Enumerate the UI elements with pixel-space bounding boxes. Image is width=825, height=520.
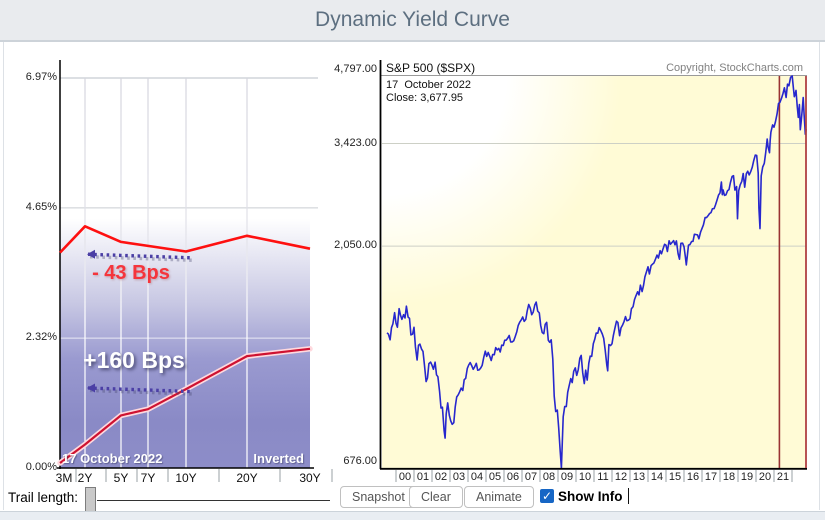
show-info-checkbox[interactable]: ✓: [540, 489, 554, 503]
yield-curve-date-label: 17 October 2022: [62, 451, 163, 466]
spx-x-tick-label: 21: [776, 471, 790, 483]
spx-x-tick-label: 18: [722, 471, 736, 483]
show-info-label[interactable]: Show Info: [558, 489, 623, 504]
spx-x-tick-label: 07: [524, 471, 538, 483]
spx-x-tick-label: 11: [597, 471, 609, 483]
footer-strip: [0, 511, 825, 520]
yield-y-tick-label: 0.00%: [25, 461, 57, 473]
spx-y-tick-label: 2,050.00: [334, 239, 377, 252]
yield-y-tick-label: 6.97%: [25, 71, 57, 83]
spx-x-tick-label: 16: [686, 471, 700, 483]
spx-x-tick-label: 17: [704, 471, 718, 483]
spx-y-tick-label: 676.00: [343, 455, 377, 467]
spx-x-tick-label: 01: [416, 471, 430, 483]
snapshot-button[interactable]: Snapshot: [340, 486, 417, 508]
text-caret: [628, 488, 629, 504]
spx-y-tick-label: 4,797.00: [334, 63, 377, 75]
spx-chart-title: S&P 500 ($SPX): [386, 61, 476, 75]
spx-info-close: Close: 3,677.95: [386, 92, 464, 104]
inverted-status-label: Inverted: [253, 451, 304, 466]
copyright-label: Copyright, StockCharts.com: [666, 62, 803, 74]
spx-x-tick-label: 09: [560, 471, 574, 483]
spx-y-tick-label: 3,423.00: [334, 136, 377, 149]
right-page-border: [819, 42, 820, 510]
yield-x-tick-label: 10Y: [175, 471, 197, 485]
page-title: Dynamic Yield Curve: [315, 8, 510, 31]
spx-x-tick-label: 05: [488, 471, 502, 483]
yield-x-tick-label: 5Y: [113, 471, 129, 485]
spx-x-tick-label: 00: [398, 471, 412, 483]
check-icon: ✓: [541, 489, 553, 503]
left-page-border: [3, 42, 4, 510]
spx-x-tick-label: 10: [578, 471, 592, 483]
spx-x-tick-label: 13: [632, 471, 646, 483]
yield-x-tick-label: 2Y: [77, 471, 93, 485]
yield-x-tick-label: 7Y: [140, 471, 156, 485]
yield-x-tick-label: 3M: [55, 471, 73, 485]
app-header: Dynamic Yield Curve: [0, 0, 825, 42]
spx-x-tick-label: 06: [506, 471, 520, 483]
animate-button[interactable]: Animate: [464, 486, 534, 508]
yield-curve-plot-area: [60, 78, 310, 468]
spx-x-tick-label: 14: [650, 471, 664, 483]
spx-x-tick-label: 03: [452, 471, 466, 483]
yield-y-tick-label: 2.32%: [25, 331, 57, 344]
spx-info-date: 17 October 2022: [386, 79, 472, 91]
spx-x-tick-label: 04: [470, 471, 484, 483]
spx-x-tick-label: 20: [758, 471, 772, 483]
spx-x-tick-label: 02: [434, 471, 448, 483]
spx-x-tick-label: 19: [740, 471, 754, 483]
trail-length-slider-thumb[interactable]: [85, 487, 96, 512]
spx-x-tick-label: 08: [542, 471, 556, 483]
spx-x-tick-label: 15: [668, 471, 682, 483]
trail-length-slider-track[interactable]: [97, 500, 330, 501]
trail-length-label: Trail length:: [8, 490, 79, 505]
yield-x-tick-label: 20Y: [236, 471, 258, 485]
spx-x-tick-label: 12: [614, 471, 628, 483]
clear-button[interactable]: Clear: [409, 486, 463, 508]
spread-annotation-plus-160bps: +160 Bps: [83, 347, 185, 373]
yield-x-tick-label: 30Y: [299, 471, 321, 485]
yield-y-tick-label: 4.65%: [25, 200, 57, 213]
spread-annotation-minus-43bps: - 43 Bps: [92, 262, 170, 284]
spx-info-box-background: [382, 76, 805, 468]
